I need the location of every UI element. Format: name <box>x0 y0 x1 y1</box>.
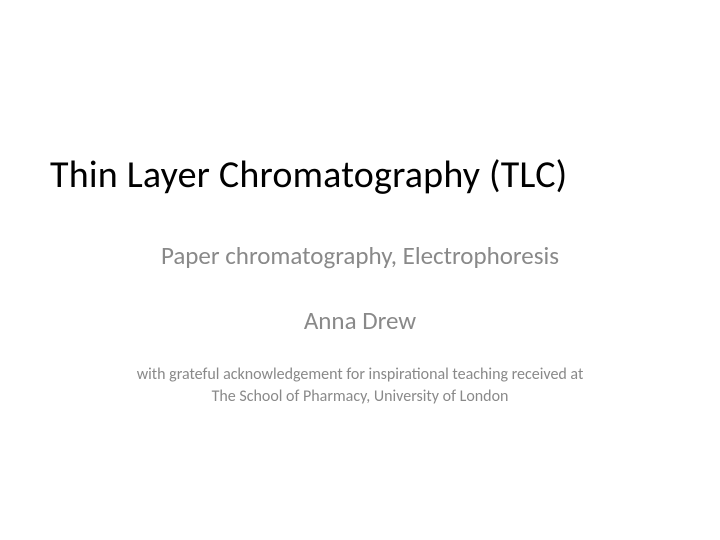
slide-container: Thin Layer Chromatography (TLC) Paper ch… <box>0 0 720 540</box>
acknowledgement-line-2: The School of Pharmacy, University of Lo… <box>50 386 670 408</box>
slide-author: Anna Drew <box>50 305 670 336</box>
slide-subtitle: Paper chromatography, Electrophoresis <box>50 240 670 271</box>
acknowledgement-line-1: with grateful acknowledgement for inspir… <box>50 364 670 386</box>
slide-title: Thin Layer Chromatography (TLC) <box>50 152 670 198</box>
acknowledgement-block: with grateful acknowledgement for inspir… <box>50 364 670 407</box>
